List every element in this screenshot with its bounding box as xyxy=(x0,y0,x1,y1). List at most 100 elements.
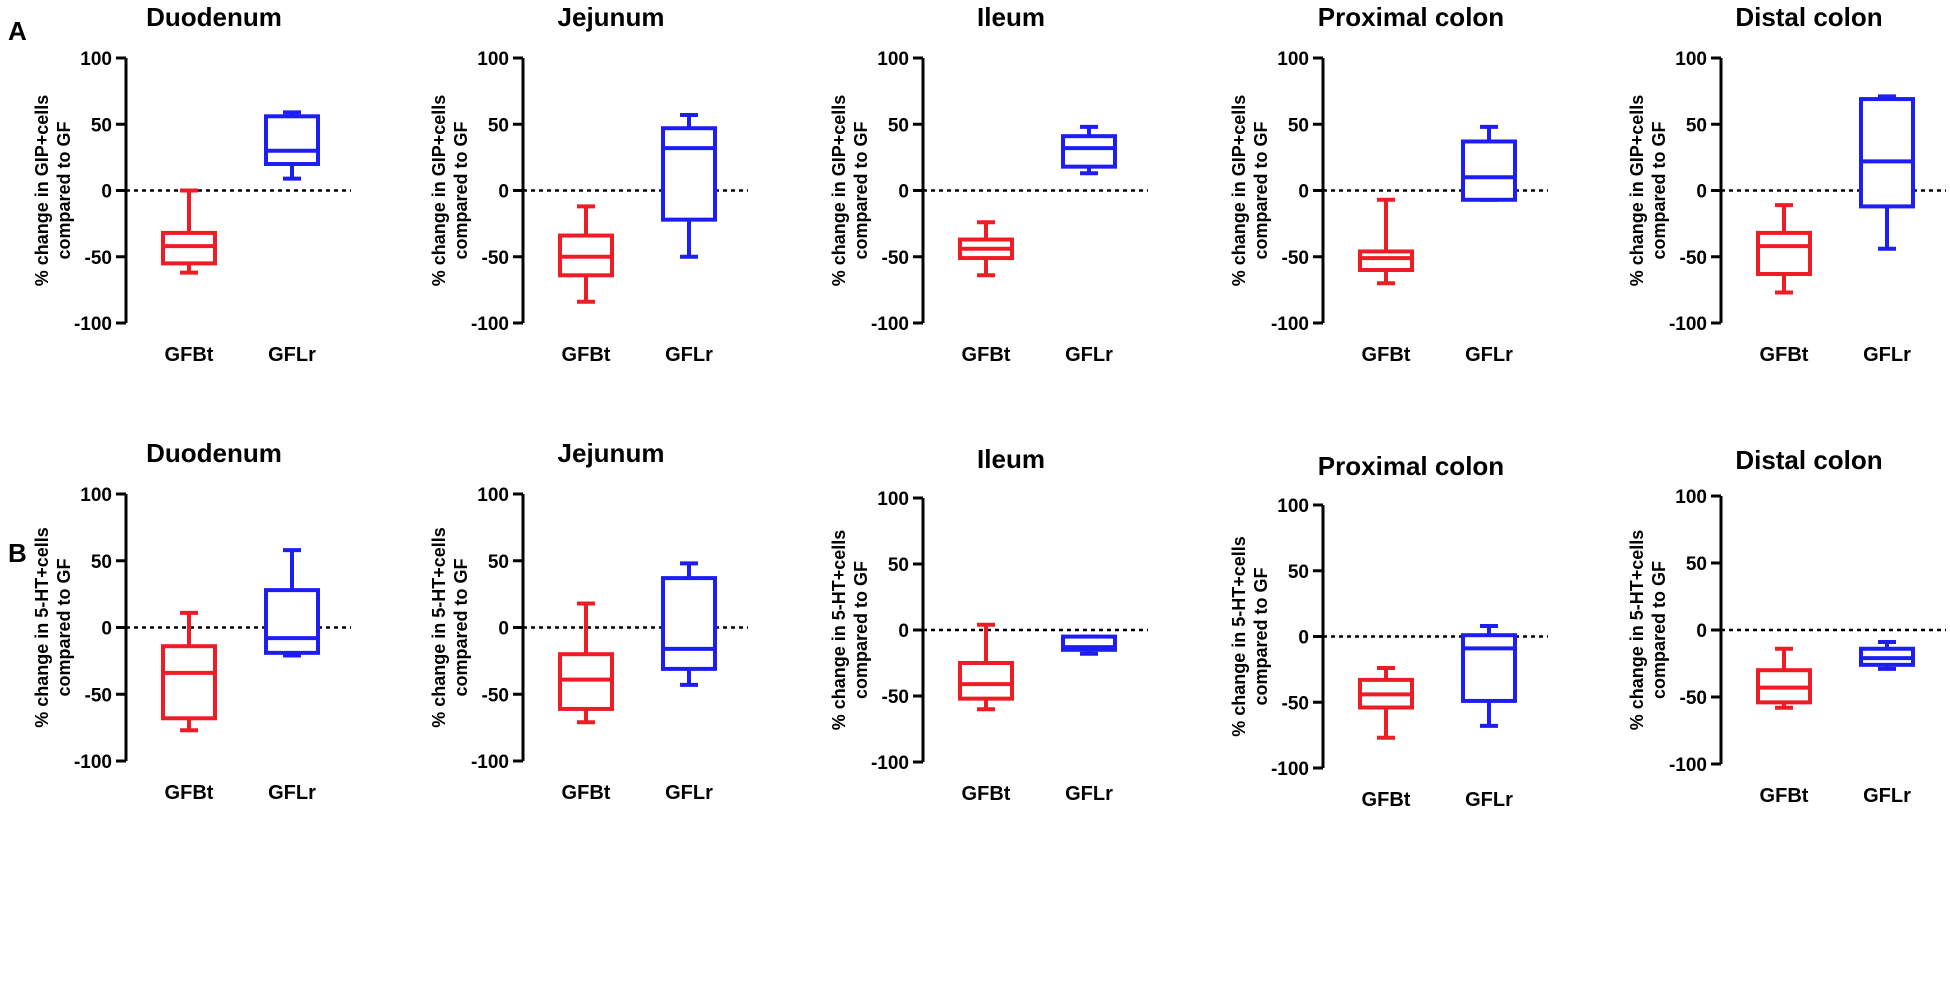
x-category-label-gflr: GFLr xyxy=(1065,783,1113,805)
y-tick-label: 0 xyxy=(1298,182,1309,203)
panel-letter-a: A xyxy=(8,16,27,46)
y-tick-label: 50 xyxy=(1686,554,1707,575)
y-tick-label: 100 xyxy=(477,49,509,70)
y-tick-label: 0 xyxy=(1696,182,1707,203)
y-tick-label: 50 xyxy=(888,555,909,576)
chart-b-2: Jejunum 100 50 0 -50 -100 % change in 5-HT+cel… xyxy=(429,438,748,804)
y-axis-label-line2: compared to GF xyxy=(1251,567,1271,705)
boxplot-gfbt xyxy=(1358,666,1414,740)
y-tick-label: 0 xyxy=(101,182,112,203)
x-category-label-gfbt: GFBt xyxy=(562,344,611,366)
x-category-label-gflr: GFLr xyxy=(665,782,713,804)
y-tick-label: -100 xyxy=(1669,755,1707,776)
chart-title: Distal colon xyxy=(1735,2,1882,32)
y-tick-label: 50 xyxy=(488,552,509,573)
y-tick-label: -100 xyxy=(871,753,909,774)
y-tick-label: -100 xyxy=(1669,314,1707,335)
chart-title: Proximal colon xyxy=(1318,451,1504,481)
iqr-box xyxy=(264,114,320,167)
y-tick-label: -50 xyxy=(1680,688,1707,709)
y-axis-label-line2: compared to GF xyxy=(851,561,871,699)
boxplot-gfbt xyxy=(161,610,217,733)
iqr-box xyxy=(558,652,614,711)
boxplot-gfbt xyxy=(958,622,1014,712)
y-tick-label: -50 xyxy=(1282,693,1309,714)
iqr-box xyxy=(161,644,217,721)
y-tick-label: -50 xyxy=(482,685,509,706)
y-tick-label: 0 xyxy=(498,182,509,203)
y-tick-label: 100 xyxy=(877,489,909,510)
iqr-box xyxy=(661,126,717,222)
boxplot-gfbt xyxy=(958,220,1014,278)
y-tick-label: 100 xyxy=(80,485,112,506)
y-axis-label-line2: compared to GF xyxy=(54,558,74,696)
y-axis-label-line1: % change in 5-HT+cells xyxy=(1627,530,1647,731)
iqr-box xyxy=(1461,633,1517,703)
chart-a-1: Duodenum 100 50 0 -50 -100 % change in GIP+cel… xyxy=(32,2,351,366)
x-category-label-gflr: GFLr xyxy=(665,344,713,366)
y-tick-label: 0 xyxy=(898,182,909,203)
chart-a-5: Distal colon 100 50 0 -50 -100 % change in GIP… xyxy=(1627,2,1946,366)
y-tick-label: 50 xyxy=(1288,562,1309,583)
y-axis-label-line1: % change in 5-HT+cells xyxy=(429,527,449,728)
x-category-label-gfbt: GFBt xyxy=(962,783,1011,805)
y-tick-label: 0 xyxy=(101,619,112,640)
iqr-box xyxy=(661,576,717,671)
y-tick-label: -100 xyxy=(74,314,112,335)
iqr-box xyxy=(1358,249,1414,272)
y-tick-label: 50 xyxy=(1288,115,1309,136)
boxplot-gflr xyxy=(661,561,717,687)
boxplot-gflr xyxy=(264,110,320,181)
boxplot-gfbt xyxy=(1756,203,1812,295)
y-tick-label: -100 xyxy=(1271,314,1309,335)
boxplot-gfbt xyxy=(558,601,614,725)
y-axis-label-line1: % change in GIP+cells xyxy=(829,95,849,287)
boxplot-gflr xyxy=(1461,623,1517,728)
y-tick-label: 100 xyxy=(80,49,112,70)
y-axis-label-line1: % change in 5-HT+cells xyxy=(1229,536,1249,737)
x-category-label-gfbt: GFBt xyxy=(1760,785,1809,807)
y-tick-label: 100 xyxy=(1277,49,1309,70)
chart-title: Distal colon xyxy=(1735,445,1882,475)
chart-a-2: Jejunum 100 50 0 -50 -100 % change in GIP+cell… xyxy=(429,2,748,366)
x-category-label-gflr: GFLr xyxy=(1863,785,1911,807)
x-category-label-gfbt: GFBt xyxy=(562,782,611,804)
y-tick-label: -50 xyxy=(882,248,909,269)
y-axis-label-line1: % change in GIP+cells xyxy=(1229,95,1249,287)
y-tick-label: -50 xyxy=(1282,248,1309,269)
iqr-box xyxy=(1061,134,1117,169)
y-tick-label: 100 xyxy=(477,485,509,506)
x-category-label-gflr: GFLr xyxy=(268,344,316,366)
y-tick-label: -50 xyxy=(85,685,112,706)
x-category-label-gfbt: GFBt xyxy=(1362,789,1411,811)
y-axis-label-line1: % change in 5-HT+cells xyxy=(32,527,52,728)
y-axis-label-line2: compared to GF xyxy=(851,121,871,259)
x-category-label-gflr: GFLr xyxy=(268,782,316,804)
boxplot-gfbt xyxy=(558,204,614,304)
chart-title: Proximal colon xyxy=(1318,2,1504,32)
y-tick-label: -50 xyxy=(1680,248,1707,269)
y-axis-label-line1: % change in GIP+cells xyxy=(32,95,52,287)
y-axis-label-line2: compared to GF xyxy=(54,121,74,259)
chart-b-3: Ileum 100 50 0 -50 -100 % change in 5-HT+cells… xyxy=(829,444,1148,805)
y-tick-label: -100 xyxy=(471,314,509,335)
chart-title: Ileum xyxy=(977,2,1045,32)
chart-title: Jejunum xyxy=(558,438,665,468)
y-tick-label: -100 xyxy=(74,752,112,773)
boxplot-gflr xyxy=(264,548,320,658)
boxplot-gfbt xyxy=(1756,646,1812,710)
chart-title: Ileum xyxy=(977,444,1045,474)
y-tick-label: -50 xyxy=(482,248,509,269)
y-tick-label: 0 xyxy=(498,619,509,640)
chart-title: Duodenum xyxy=(146,2,282,32)
y-axis-label-line1: % change in 5-HT+cells xyxy=(829,530,849,731)
x-category-label-gflr: GFLr xyxy=(1863,344,1911,366)
boxplot-gflr xyxy=(1859,640,1915,671)
y-axis-label-line2: compared to GF xyxy=(1649,121,1669,259)
y-axis-label-line2: compared to GF xyxy=(1649,561,1669,699)
y-tick-label: -100 xyxy=(471,752,509,773)
chart-title: Jejunum xyxy=(558,2,665,32)
panel-letter-b: B xyxy=(8,538,27,568)
y-axis-label-line1: % change in GIP+cells xyxy=(429,95,449,287)
